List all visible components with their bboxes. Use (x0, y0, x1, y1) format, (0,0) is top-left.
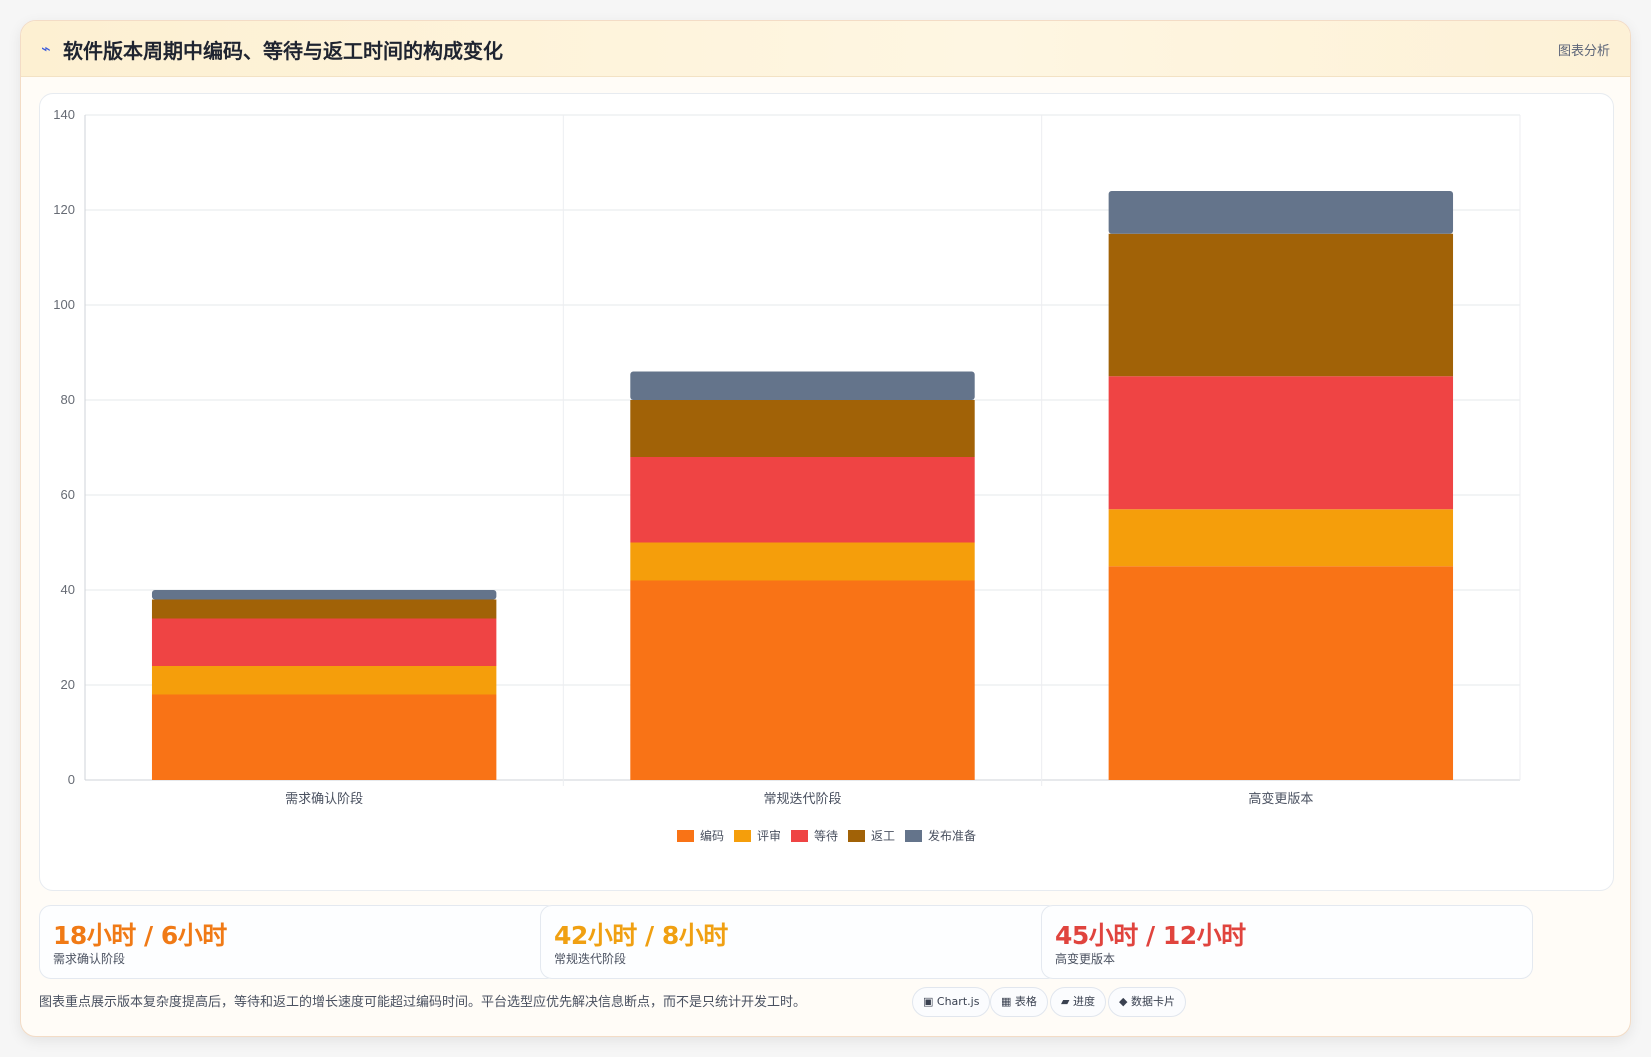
chart-icon: ▣ (923, 995, 934, 1008)
bar-segment (630, 400, 975, 457)
bar-segment (630, 371, 975, 400)
x-tick-label: 高变更版本 (1248, 791, 1313, 807)
legend-item[interactable]: 等待 (790, 827, 838, 844)
y-tick-label: 80 (61, 392, 75, 407)
y-tick-label: 40 (61, 582, 75, 597)
y-tick-label: 100 (53, 297, 75, 312)
legend-label: 评审 (756, 829, 781, 843)
legend-swatch (790, 830, 808, 842)
bar-segment (630, 457, 975, 543)
chart-area: 0 20 40 60 80 100 120 140 需求确认阶段 常规迭代阶段 高变更版本 编码 评审… (39, 93, 1614, 891)
stat-value: 42小时 / 8小时 (554, 921, 728, 950)
stat-card-requirements: 18小时 / 6小时 需求确认阶段 (39, 905, 558, 979)
bar-segment (1108, 566, 1454, 780)
stat-value: 18小时 / 6小时 (53, 921, 227, 950)
bar-segment (630, 580, 975, 780)
stat-card-iteration: 42小时 / 8小时 常规迭代阶段 (540, 905, 1059, 979)
chart-card: ⌁ 软件版本周期中编码、等待与返工时间的构成变化 图表分析 0 20 40 60 80 1… (20, 20, 1631, 1037)
y-tick-label: 60 (61, 487, 75, 502)
bar-segment (1108, 376, 1454, 510)
progress-icon: ▰ (1061, 995, 1070, 1008)
stat-label: 需求确认阶段 (53, 952, 126, 966)
legend-label: 等待 (813, 829, 838, 843)
legend-swatch (733, 830, 751, 842)
chip-data-cards[interactable]: ◆ 数据卡片 (1108, 987, 1186, 1017)
chart-title: 软件版本周期中编码、等待与返工时间的构成变化 (63, 39, 503, 63)
bar-segment (151, 618, 497, 666)
bar-segment (630, 542, 975, 581)
legend-label: 发布准备 (928, 829, 977, 843)
chip-label: Chart.js (936, 995, 980, 1008)
chip-label: 表格 (1014, 995, 1037, 1008)
legend-item[interactable]: 编码 (676, 827, 724, 844)
y-tick-label: 120 (53, 202, 75, 217)
bar-segment (151, 590, 497, 600)
y-tick-label: 140 (53, 107, 75, 122)
bar-segment (151, 666, 497, 695)
x-tick-label: 常规迭代阶段 (763, 792, 841, 807)
chart-legend: 编码 评审 等待 返工 发布准备 (40, 827, 1613, 844)
chip-label: 进度 (1072, 995, 1095, 1008)
legend-item[interactable]: 评审 (733, 827, 781, 844)
legend-item[interactable]: 发布准备 (905, 827, 976, 844)
legend-item[interactable]: 返工 (848, 827, 895, 844)
stat-label: 高变更版本 (1055, 952, 1116, 966)
bar-segment (1108, 233, 1454, 377)
lightning-icon: ⌁ (41, 39, 51, 58)
chip-label: 数据卡片 (1130, 995, 1175, 1008)
chart-analysis-label: 图表分析 (1557, 44, 1610, 59)
bar-segment (151, 599, 497, 619)
stacked-bar-chart: 0 20 40 60 80 100 120 140 需求确认阶段 常规迭代阶段 高变更版本 (53, 107, 1521, 807)
chip-chartjs[interactable]: ▣ Chart.js (912, 987, 991, 1017)
card-header: ⌁ 软件版本周期中编码、等待与返工时间的构成变化 图表分析 (21, 21, 1630, 77)
legend-label: 编码 (699, 829, 724, 843)
chip-progress[interactable]: ▰ 进度 (1050, 987, 1106, 1017)
footnote-text: 图表重点展示版本复杂度提高后，等待和返工的增长速度可能超过编码时间。平台选型应优… (39, 995, 807, 1010)
x-tick-label: 需求确认阶段 (285, 792, 363, 807)
legend-label: 返工 (871, 829, 896, 843)
bar-segment (1108, 509, 1454, 567)
legend-swatch (905, 830, 923, 842)
chip-table[interactable]: ▦ 表格 (990, 987, 1048, 1017)
stat-value: 45小时 / 12小时 (1055, 921, 1246, 950)
stat-card-high-change: 45小时 / 12小时 高变更版本 (1041, 905, 1533, 979)
y-tick-label: 0 (68, 772, 75, 787)
legend-swatch (848, 830, 865, 842)
bar-segment (1108, 191, 1454, 234)
diamond-icon: ◆ (1119, 995, 1128, 1008)
y-tick-label: 20 (61, 677, 75, 692)
stat-label: 常规迭代阶段 (554, 952, 627, 966)
bar-segment (151, 694, 497, 780)
table-icon: ▦ (1001, 995, 1012, 1008)
stat-cards: 18小时 / 6小时 需求确认阶段 42小时 / 8小时 常规迭代阶段 45小时… (39, 905, 1614, 979)
legend-swatch (676, 830, 694, 842)
